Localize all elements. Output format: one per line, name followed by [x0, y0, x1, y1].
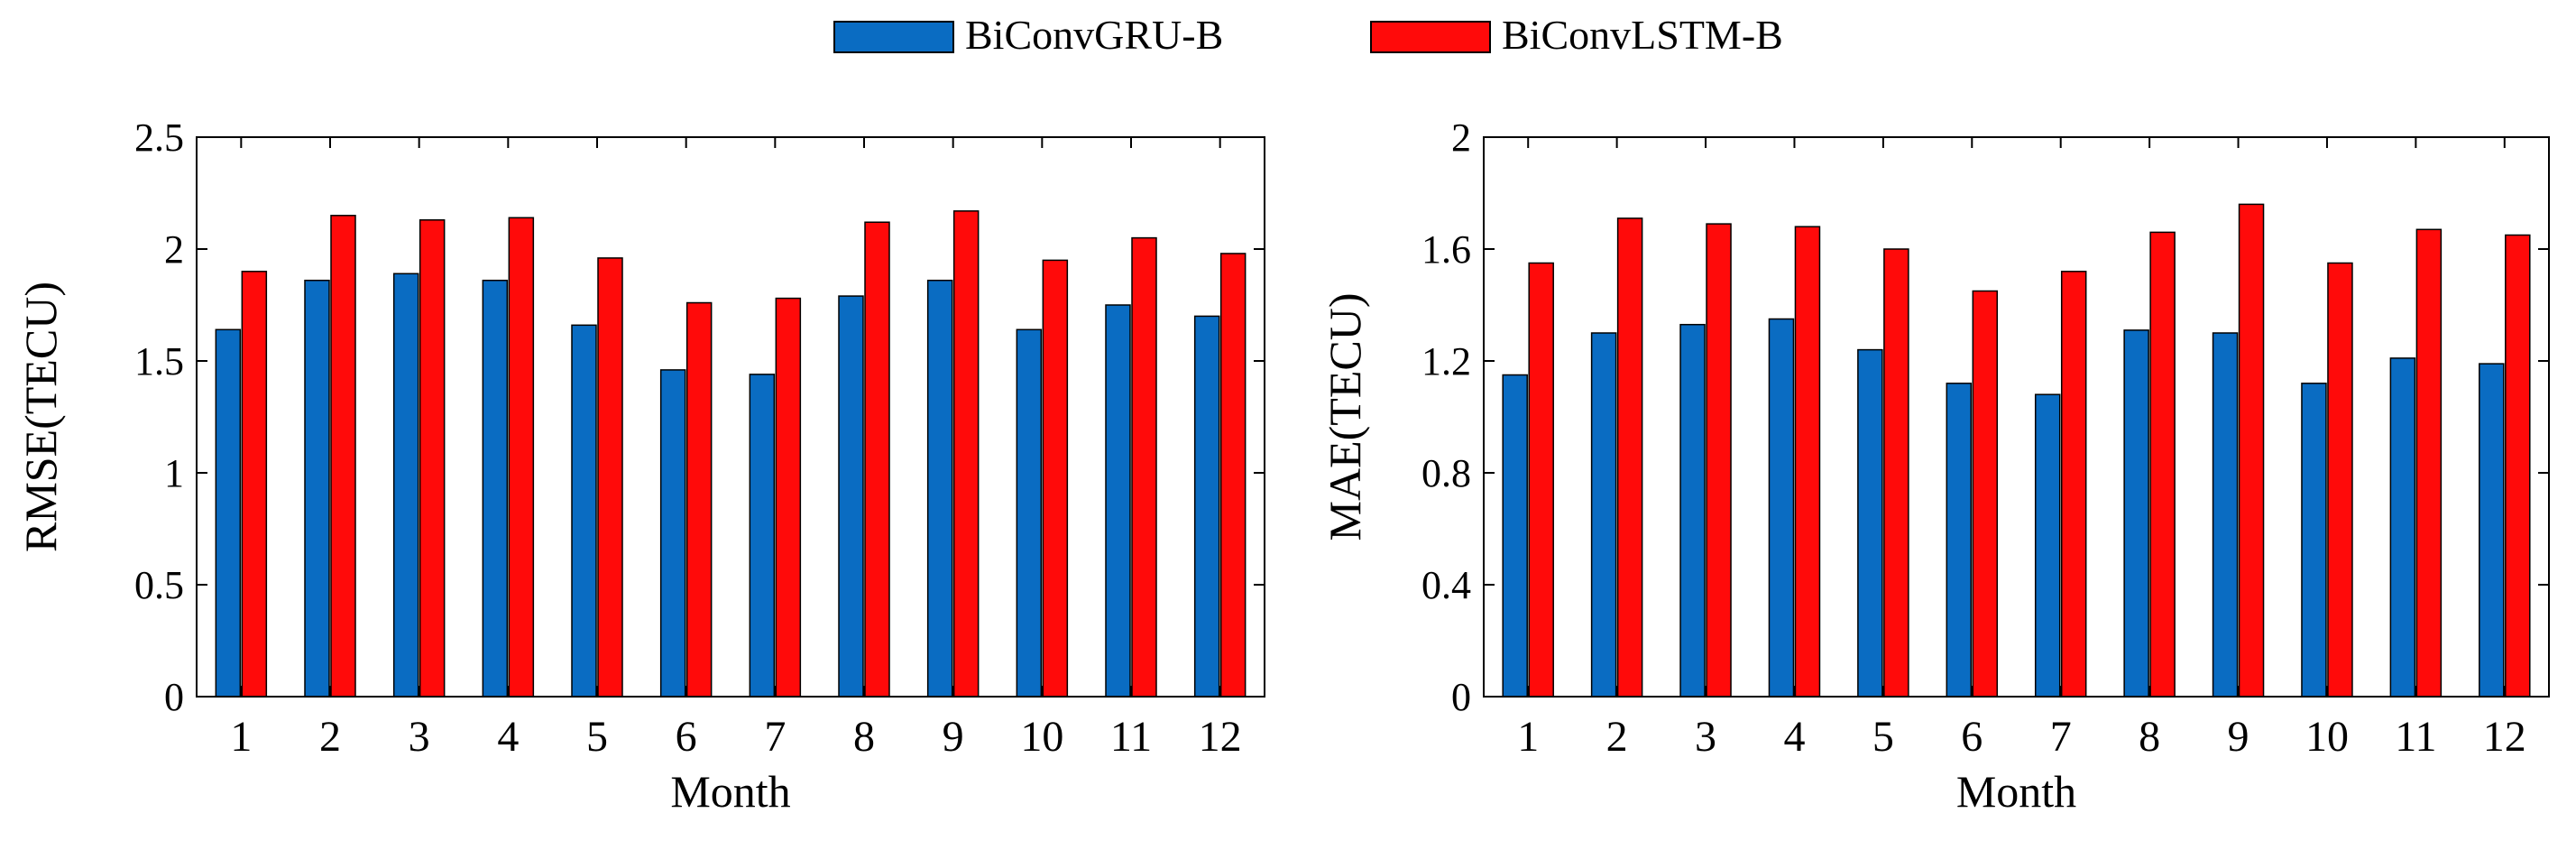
x-tick-label: 10 — [2305, 713, 2349, 761]
mae-chart: 00.40.81.21.621 2 3 4 5 6 7 8 9 10 11 12MonthMAE(TE… — [1320, 116, 2550, 817]
bar-biconvlstm-month-10 — [1042, 259, 1069, 698]
x-tick-label: 6 — [676, 713, 697, 761]
bar-biconvgru-month-10 — [1016, 328, 1043, 698]
bar-biconvlstm-month-2 — [1616, 217, 1643, 698]
chart-legend: BiConvGRU-B BiConvLSTM-B — [833, 12, 1783, 58]
x-tick-label: 9 — [943, 713, 964, 761]
x-tick-label: 4 — [497, 713, 519, 761]
bar-biconvgru-month-5 — [1857, 348, 1883, 698]
bar-biconvlstm-month-4 — [1794, 226, 1821, 698]
bar-biconvlstm-month-8 — [864, 221, 890, 698]
y-tick-label: 0.4 — [1421, 563, 1471, 607]
bar-biconvgru-month-4 — [482, 279, 509, 698]
plot-frame — [1483, 136, 2550, 698]
y-tick-label: 0 — [164, 675, 184, 719]
bar-biconvgru-month-12 — [1193, 315, 1220, 698]
bar-biconvgru-month-10 — [2301, 383, 2327, 698]
x-tick-label: 7 — [764, 713, 786, 761]
x-tick-label: 2 — [1606, 713, 1628, 761]
x-tick-label: 6 — [1961, 713, 1983, 761]
bar-biconvlstm-month-5 — [1883, 248, 1909, 698]
y-tick-label: 0.5 — [134, 563, 184, 607]
x-tick-label: 1 — [230, 713, 252, 761]
bar-biconvlstm-month-11 — [2415, 228, 2443, 698]
plot-frame — [196, 136, 1265, 698]
bar-biconvgru-month-2 — [1590, 332, 1617, 698]
x-tick-label: 12 — [1199, 713, 1242, 761]
bar-biconvlstm-month-3 — [419, 219, 446, 698]
x-tick-label: 4 — [1783, 713, 1805, 761]
bar-biconvgru-month-5 — [571, 324, 597, 698]
bar-biconvlstm-month-5 — [597, 257, 623, 698]
y-tick-label: 0 — [1451, 675, 1471, 719]
y-axis-label: RMSE(TECU) — [15, 282, 66, 552]
rmse-chart: 00.511.522.51 2 3 4 5 6 7 8 9 10 11 12MonthRMSE(TEC… — [15, 116, 1265, 817]
y-tick-label: 1.2 — [1421, 339, 1471, 384]
x-tick-label: 7 — [2050, 713, 2072, 761]
x-tick-label: 3 — [409, 713, 430, 761]
bar-biconvgru-month-6 — [1946, 383, 1973, 698]
bar-biconvgru-month-3 — [392, 273, 419, 698]
bar-biconvgru-month-7 — [2034, 393, 2061, 698]
bar-biconvlstm-month-7 — [775, 297, 802, 698]
y-tick-label: 1 — [164, 451, 184, 495]
bar-biconvgru-month-9 — [2212, 332, 2239, 698]
legend-label-biconvlstm: BiConvLSTM-B — [1502, 12, 1783, 58]
bar-biconvgru-month-3 — [1679, 323, 1706, 698]
legend-swatch-biconvgru — [833, 21, 954, 53]
x-tick-label: 5 — [586, 713, 608, 761]
x-tick-label: 3 — [1695, 713, 1716, 761]
y-tick-label: 2.5 — [134, 116, 184, 160]
bar-biconvgru-month-11 — [2389, 357, 2416, 698]
bar-biconvgru-month-1 — [215, 328, 242, 698]
bar-biconvlstm-month-6 — [1972, 290, 1999, 698]
y-tick-label: 1.6 — [1421, 227, 1471, 272]
x-tick-label: 5 — [1872, 713, 1894, 761]
bar-biconvlstm-month-10 — [2327, 262, 2353, 698]
legend-label-biconvgru: BiConvGRU-B — [965, 12, 1223, 58]
y-tick-label: 1.5 — [134, 339, 184, 384]
bar-biconvgru-month-8 — [2123, 329, 2149, 698]
bar-biconvgru-month-9 — [926, 279, 953, 698]
x-axis-label: Month — [670, 766, 790, 817]
bar-biconvlstm-month-11 — [1131, 236, 1157, 698]
y-tick-label: 2 — [1451, 116, 1471, 160]
bar-biconvgru-month-1 — [1502, 374, 1528, 698]
x-tick-label: 2 — [319, 713, 341, 761]
bar-biconvlstm-month-8 — [2149, 231, 2176, 698]
x-tick-label: 8 — [2139, 713, 2160, 761]
x-tick-label: 11 — [1110, 713, 1152, 761]
bar-biconvlstm-month-9 — [952, 210, 980, 698]
bar-biconvlstm-month-9 — [2238, 203, 2265, 698]
bar-biconvgru-month-11 — [1105, 304, 1131, 698]
bar-biconvlstm-month-4 — [508, 217, 535, 698]
x-tick-label: 8 — [853, 713, 875, 761]
bar-biconvgru-month-6 — [659, 369, 686, 698]
bar-biconvgru-month-2 — [304, 279, 330, 698]
legend-swatch-biconvlstm — [1370, 21, 1491, 53]
x-tick-label: 12 — [2483, 713, 2526, 761]
x-tick-label: 1 — [1517, 713, 1539, 761]
bar-biconvlstm-month-12 — [1219, 253, 1247, 698]
bar-biconvlstm-month-6 — [685, 301, 713, 698]
bar-biconvlstm-month-12 — [2505, 234, 2531, 698]
bar-biconvlstm-month-2 — [330, 215, 356, 698]
bar-biconvlstm-month-1 — [241, 271, 268, 698]
bar-biconvlstm-month-1 — [1528, 262, 1554, 698]
x-axis-label: Month — [1956, 766, 2076, 817]
bar-biconvgru-month-4 — [1768, 318, 1795, 698]
x-tick-label: 10 — [1020, 713, 1063, 761]
y-tick-label: 0.8 — [1421, 451, 1471, 495]
bar-biconvlstm-month-7 — [2060, 271, 2087, 698]
y-tick-label: 2 — [164, 227, 184, 272]
x-tick-label: 11 — [2395, 713, 2436, 761]
bar-biconvgru-month-7 — [749, 374, 776, 698]
bar-biconvgru-month-12 — [2479, 363, 2505, 698]
x-tick-label: 9 — [2228, 713, 2249, 761]
bar-biconvgru-month-8 — [838, 295, 864, 698]
bar-biconvlstm-month-3 — [1706, 223, 1732, 698]
y-axis-label: MAE(TECU) — [1320, 293, 1370, 541]
